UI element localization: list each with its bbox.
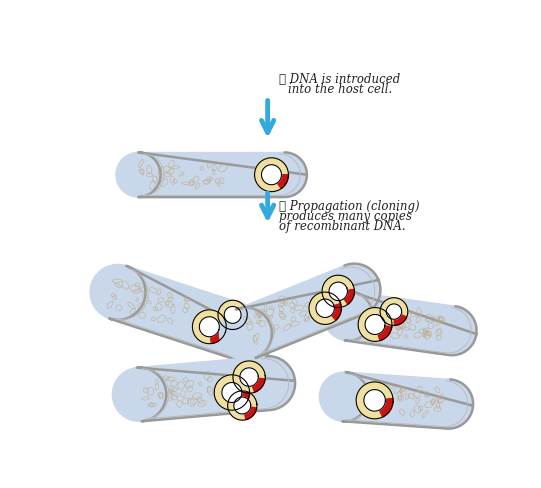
Wedge shape (379, 399, 393, 417)
Circle shape (240, 368, 258, 386)
Text: ⑤ DNA is introduced: ⑤ DNA is introduced (279, 72, 400, 85)
Circle shape (220, 307, 276, 363)
Wedge shape (378, 326, 392, 341)
Bar (137, 357, 270, 422)
Circle shape (322, 276, 354, 308)
Circle shape (386, 304, 401, 320)
Circle shape (365, 315, 385, 335)
Bar (109, 266, 256, 361)
Circle shape (214, 375, 249, 410)
Circle shape (358, 308, 392, 342)
Text: of recombinant DNA.: of recombinant DNA. (279, 219, 406, 232)
Circle shape (329, 283, 347, 301)
Circle shape (193, 310, 226, 344)
Circle shape (424, 380, 473, 429)
Wedge shape (232, 320, 245, 330)
Circle shape (427, 306, 477, 356)
Bar (236, 266, 364, 358)
Circle shape (218, 301, 247, 330)
Circle shape (380, 298, 408, 326)
Circle shape (261, 165, 281, 185)
Circle shape (241, 356, 295, 410)
Circle shape (262, 153, 307, 198)
Circle shape (90, 265, 146, 320)
Circle shape (233, 361, 265, 393)
Circle shape (220, 308, 272, 360)
Circle shape (116, 153, 161, 198)
Bar (342, 372, 450, 428)
Circle shape (364, 390, 385, 411)
Text: into the host cell.: into the host cell. (288, 83, 393, 96)
Text: ⑥ Propagation (cloning): ⑥ Propagation (cloning) (279, 199, 420, 212)
Circle shape (324, 292, 373, 341)
Wedge shape (277, 175, 288, 189)
Wedge shape (394, 315, 407, 326)
Circle shape (234, 397, 251, 414)
Circle shape (255, 159, 288, 192)
Wedge shape (237, 393, 249, 408)
Wedge shape (331, 304, 341, 321)
Circle shape (316, 300, 334, 318)
Circle shape (222, 383, 242, 403)
Circle shape (228, 391, 257, 420)
Wedge shape (252, 378, 265, 392)
Text: produces many copies: produces many copies (279, 209, 412, 222)
Circle shape (309, 292, 341, 325)
Wedge shape (344, 290, 354, 305)
Bar (345, 292, 456, 355)
Circle shape (356, 382, 393, 419)
Circle shape (328, 264, 380, 316)
Bar (138, 153, 285, 198)
Circle shape (113, 368, 166, 422)
Wedge shape (210, 332, 225, 344)
Wedge shape (245, 407, 256, 420)
Circle shape (319, 372, 368, 422)
Circle shape (199, 317, 219, 337)
Circle shape (224, 307, 241, 324)
